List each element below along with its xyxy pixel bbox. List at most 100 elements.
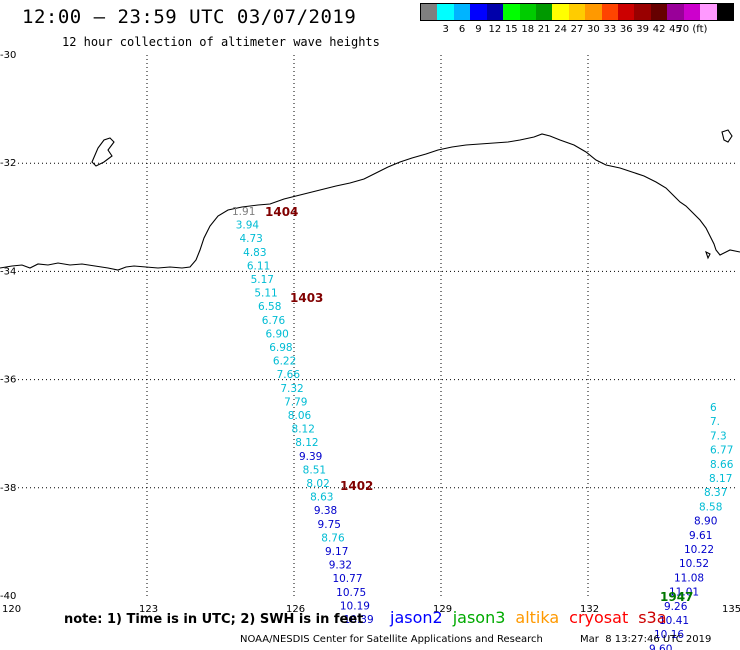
scale-swatch — [601, 4, 619, 20]
latitude-label: -30 — [0, 50, 16, 61]
wave-height-value: 9.75 — [318, 519, 341, 531]
wave-height-value: 6.22 — [273, 356, 296, 368]
wave-height-value: 9.61 — [689, 530, 712, 542]
scale-swatch — [453, 4, 471, 20]
wave-height-value: 11.01 — [669, 587, 699, 599]
scale-swatch — [535, 4, 553, 20]
legend-entry: altika — [515, 608, 560, 627]
scale-label: 18 — [521, 24, 535, 35]
coastline-island-east — [721, 129, 733, 143]
longitude-label: 126 — [286, 604, 305, 615]
scale-label: 39 — [636, 24, 650, 35]
wave-height-value: 7. — [710, 416, 720, 428]
wave-height-value: 9.32 — [329, 560, 352, 572]
wave-height-observations: 1.91 3.944.73 4.836.11 5.17 5.116.58 6.766.90… — [232, 206, 734, 650]
wave-height-value: 10.77 — [332, 573, 362, 585]
wave-height-value: 8.17 — [709, 473, 732, 485]
scale-swatch — [618, 4, 635, 20]
scale-swatch — [667, 4, 684, 20]
wave-height-value: 8.76 — [321, 532, 345, 544]
legend-entry: jason2 — [390, 608, 443, 627]
scale-swatch — [650, 4, 668, 20]
scale-label: 3 — [442, 24, 449, 35]
pass-time-labels: 1404 1403 1402 1947 — [265, 205, 693, 604]
color-scale-bar — [420, 3, 734, 21]
scale-swatch — [552, 4, 569, 20]
wave-height-value: 8.37 — [704, 487, 727, 499]
scale-swatch — [700, 4, 717, 20]
color-scale-labels: 3 6 9 12 15 18 21 24 27 30 33 36 39 42 45 70 (ft) — [421, 24, 733, 38]
legend-entry: cryosat — [569, 608, 629, 627]
scale-swatch — [634, 4, 651, 20]
scale-label: 36 — [619, 24, 633, 35]
wave-height-value: 8.63 — [310, 492, 333, 504]
wave-height-value: 8.12 — [295, 437, 318, 449]
wave-height-value: 7.3 — [710, 430, 727, 442]
wave-height-value: 8.51 — [303, 464, 326, 476]
scale-label: 15 — [504, 24, 518, 35]
wave-height-value: 8.66 — [710, 459, 734, 471]
wave-height-value: 9.60 — [649, 643, 672, 650]
wave-height-value: 8.06 — [288, 410, 312, 422]
coastline-island-west — [91, 137, 115, 167]
scale-swatch — [716, 4, 734, 20]
coastline-mainland — [0, 133, 740, 271]
wave-height-value: 6.58 — [258, 301, 281, 313]
credit-text: NOAA/NESDIS Center for Satellite Applica… — [240, 634, 543, 645]
scale-label: 30 — [587, 24, 600, 35]
longitude-label: 123 — [139, 604, 158, 615]
scale-swatch — [568, 4, 586, 20]
latitude-label: -34 — [0, 266, 16, 277]
scale-label: 70 (ft) — [676, 24, 708, 35]
satellite-legend: jason2 jason3 altika cryosat s3a — [390, 608, 677, 627]
scale-swatch — [486, 4, 504, 20]
wave-height-value: 7.32 — [280, 383, 303, 395]
longitude-label: 135 — [722, 604, 740, 615]
wave-height-value: 5.11 — [254, 288, 277, 300]
wave-height-value: 1.91 — [232, 206, 255, 218]
latitude-label: -36 — [0, 375, 16, 386]
legend-entry: jason3 — [452, 608, 506, 627]
scale-label: 42 — [652, 24, 666, 35]
scale-swatch — [437, 4, 454, 20]
footer-note: note: 1) Time is in UTC; 2) SWH is in fe… — [64, 612, 364, 627]
wave-height-value: 4.73 — [239, 233, 262, 245]
longitude-label: 132 — [580, 604, 599, 615]
wave-height-value: 5.17 — [251, 274, 274, 286]
wave-height-value: 6.77 — [710, 445, 733, 457]
scale-label: 33 — [603, 24, 617, 35]
scale-label: 27 — [570, 24, 584, 35]
wave-height-value: 11.08 — [674, 572, 704, 584]
scale-swatch — [470, 4, 487, 20]
scale-label: 24 — [554, 24, 567, 35]
scale-swatch — [421, 4, 438, 20]
pass-time-label: 1403 — [290, 291, 323, 305]
scale-label: 12 — [488, 24, 502, 35]
chart-title: 12:00 — 23:59 UTC 03/07/2019 — [22, 6, 357, 28]
graticule: 120 123 126 129 132 135 -30 -32 -34 -36 -38 -40 — [0, 50, 740, 615]
pass-time-label: 1402 — [340, 479, 373, 493]
wave-height-value: 10.16 — [654, 629, 684, 641]
wave-height-value: 10.39 — [344, 614, 374, 626]
longitude-label: 120 — [2, 604, 21, 615]
wave-height-value: 8.90 — [694, 516, 717, 528]
latitude-label: -38 — [0, 483, 16, 494]
pass-time-label: 1404 — [265, 205, 298, 219]
wave-height-value: 9.39 — [299, 451, 322, 463]
wave-height-value: 6.76 — [262, 315, 286, 327]
longitude-label: 129 — [433, 604, 452, 615]
scale-label: 6 — [458, 24, 466, 35]
wave-height-value: 8.02 — [306, 478, 329, 490]
wave-height-value: 10.22 — [684, 544, 714, 556]
coastline — [0, 129, 740, 271]
wave-height-value: 10.19 — [340, 600, 370, 612]
wave-height-value: 10.52 — [679, 558, 709, 570]
scale-swatch — [519, 4, 536, 20]
chart-subtitle: 12 hour collection of altimeter wave hei… — [62, 35, 380, 49]
scale-swatch — [585, 4, 602, 20]
wave-height-value: 8.12 — [292, 424, 315, 436]
scale-label: 9 — [475, 24, 482, 35]
pass-time-label: 1947 — [660, 590, 693, 604]
wave-height-value: 6 — [710, 402, 717, 414]
